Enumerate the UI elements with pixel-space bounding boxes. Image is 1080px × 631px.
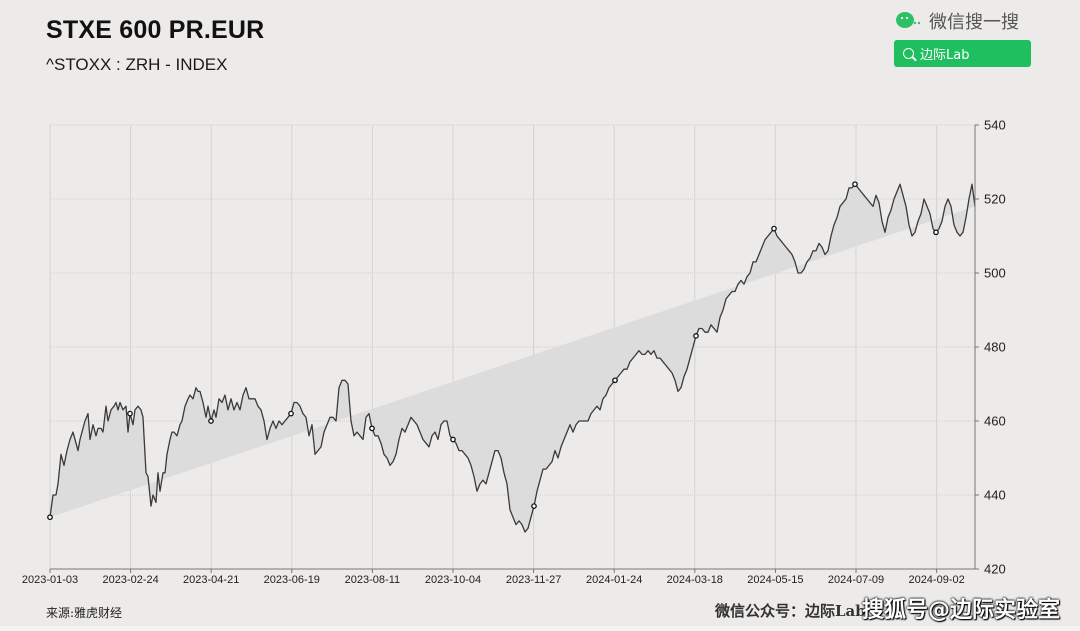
x-tick-label: 2023-08-11 (344, 574, 401, 586)
wechat-icon (896, 12, 921, 28)
y-tick-label: 480 (984, 339, 1006, 355)
x-tick-label: 2023-01-03 (21, 574, 79, 586)
source-note: 来源:雅虎财经 (46, 606, 123, 620)
chart-area-fill (50, 184, 975, 532)
x-tick-label: 2023-04-21 (183, 574, 240, 586)
y-tick-label: 500 (984, 265, 1006, 281)
x-tick-label: 2024-01-24 (586, 574, 643, 586)
chart-axes (49, 124, 979, 573)
bottom-strip (0, 626, 1080, 631)
y-tick-label: 420 (984, 561, 1006, 577)
x-tick-label: 2024-05-15 (747, 574, 804, 586)
search-icon (903, 48, 914, 59)
x-tick-label: 2023-11-27 (505, 574, 562, 586)
wechat-account-label: 微信公众号：边际Lab (715, 602, 866, 620)
x-tick-label: 2024-07-09 (827, 574, 885, 586)
x-tick-label: 2024-09-02 (908, 574, 965, 586)
wechat-search-label: 微信搜一搜 (929, 12, 1019, 33)
y-tick-label: 440 (984, 487, 1006, 503)
chart-title: STXE 600 PR.EUR (46, 16, 265, 44)
chart-line (49, 183, 976, 533)
chart-markers (47, 181, 939, 521)
chart-subtitle: ^STOXX : ZRH - INDEX (46, 55, 228, 74)
wechat-search-button[interactable]: 边际Lab (894, 40, 1031, 67)
x-tick-label: 2024-03-18 (666, 574, 723, 586)
y-tick-label: 460 (984, 413, 1006, 429)
x-tick-label: 2023-02-24 (102, 574, 159, 586)
sohu-watermark: 搜狐号@边际实验室 (862, 598, 1061, 623)
x-tick-label: 2023-10-04 (424, 574, 482, 586)
y-tick-label: 520 (984, 191, 1006, 207)
wechat-search-badge[interactable]: 微信搜一搜 (895, 8, 1019, 34)
x-tick-label: 2023-06-19 (263, 574, 320, 586)
y-tick-label: 540 (984, 117, 1006, 133)
wechat-search-button-label: 边际Lab (920, 48, 970, 63)
